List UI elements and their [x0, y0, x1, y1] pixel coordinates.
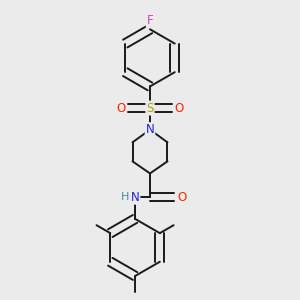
Text: H: H [122, 192, 130, 202]
Text: O: O [177, 191, 186, 204]
Text: N: N [131, 191, 140, 204]
Text: O: O [174, 102, 183, 115]
Text: F: F [147, 14, 153, 27]
Text: O: O [117, 102, 126, 115]
Text: S: S [146, 102, 154, 115]
Text: N: N [146, 123, 154, 136]
